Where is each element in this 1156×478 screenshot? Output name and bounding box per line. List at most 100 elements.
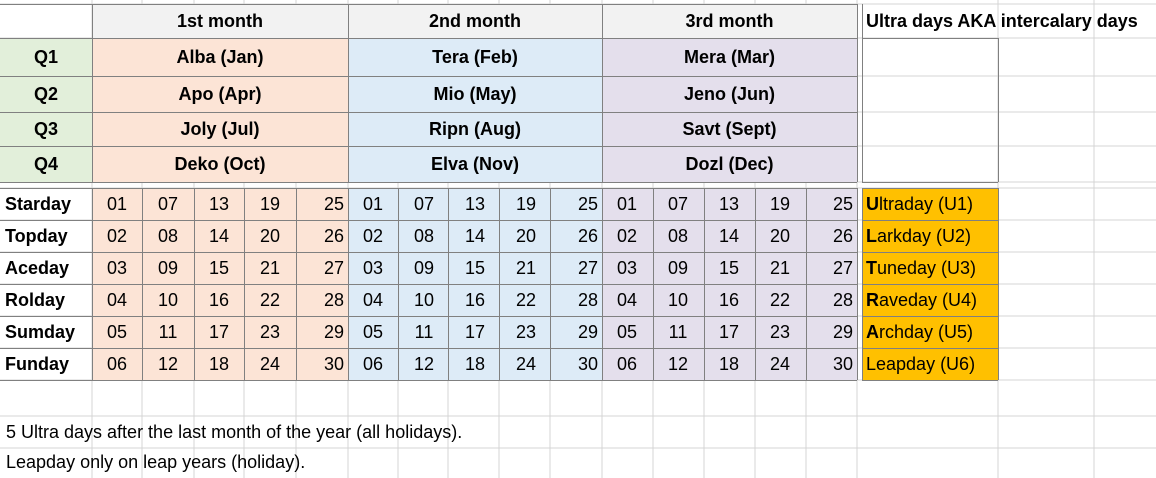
quarter-month1[interactable]: Alba (Jan) (92, 38, 348, 76)
day-cell[interactable]: 20 (244, 220, 296, 252)
day-cell[interactable]: 04 (602, 284, 652, 316)
day-cell[interactable]: 26 (296, 220, 348, 252)
day-cell[interactable]: 22 (754, 284, 806, 316)
note-line-2[interactable]: Leapday only on leap years (holiday). (6, 452, 306, 472)
day-cell[interactable]: 29 (296, 316, 348, 348)
day-cell[interactable]: 25 (806, 188, 857, 220)
weekday-label[interactable]: Topday (5, 225, 68, 246)
day-cell[interactable]: 20 (754, 220, 806, 252)
day-cell[interactable]: 07 (652, 188, 704, 220)
quarter-month3[interactable]: Jeno (Jun) (602, 76, 857, 112)
day-cell[interactable]: 03 (348, 252, 398, 284)
day-cell[interactable]: 15 (704, 252, 754, 284)
day-cell[interactable]: 22 (244, 284, 296, 316)
day-cell[interactable]: 13 (194, 188, 244, 220)
day-cell[interactable]: 29 (552, 316, 602, 348)
day-cell[interactable]: 28 (552, 284, 602, 316)
day-cell[interactable]: 02 (348, 220, 398, 252)
day-cell[interactable]: 01 (348, 188, 398, 220)
day-cell[interactable]: 21 (244, 252, 296, 284)
day-cell[interactable]: 10 (652, 284, 704, 316)
day-cell[interactable]: 24 (754, 348, 806, 380)
quarter-month1[interactable]: Joly (Jul) (92, 112, 348, 146)
weekday-label[interactable]: Starday (5, 193, 72, 214)
day-cell[interactable]: 21 (754, 252, 806, 284)
month1-header[interactable]: 1st month (92, 4, 348, 38)
ultra-day-cell[interactable]: Leapday (U6) (862, 348, 998, 380)
day-cell[interactable]: 07 (398, 188, 450, 220)
quarter-month1[interactable]: Apo (Apr) (92, 76, 348, 112)
ultra-days-header[interactable]: Ultra days AKA intercalary days (866, 10, 1138, 31)
quarter-month3[interactable]: Dozl (Dec) (602, 146, 857, 182)
quarter-month2[interactable]: Elva (Nov) (348, 146, 602, 182)
day-cell[interactable]: 06 (348, 348, 398, 380)
day-cell[interactable]: 21 (500, 252, 552, 284)
day-cell[interactable]: 25 (552, 188, 602, 220)
day-cell[interactable]: 10 (142, 284, 194, 316)
day-cell[interactable]: 01 (602, 188, 652, 220)
day-cell[interactable]: 23 (754, 316, 806, 348)
day-cell[interactable]: 01 (92, 188, 142, 220)
weekday-label[interactable]: Sumday (5, 321, 76, 342)
day-cell[interactable]: 07 (142, 188, 194, 220)
day-cell[interactable]: 14 (450, 220, 500, 252)
quarter-label[interactable]: Q3 (0, 112, 92, 146)
day-cell[interactable]: 26 (552, 220, 602, 252)
day-cell[interactable]: 06 (602, 348, 652, 380)
day-cell[interactable]: 25 (296, 188, 348, 220)
day-cell[interactable]: 24 (500, 348, 552, 380)
note-line-1[interactable]: 5 Ultra days after the last month of the… (6, 422, 463, 442)
quarter-label[interactable]: Q1 (0, 38, 92, 76)
day-cell[interactable]: 10 (398, 284, 450, 316)
day-cell[interactable]: 23 (244, 316, 296, 348)
quarter-label[interactable]: Q4 (0, 146, 92, 182)
day-cell[interactable]: 05 (92, 316, 142, 348)
day-cell[interactable]: 12 (398, 348, 450, 380)
day-cell[interactable]: 14 (194, 220, 244, 252)
day-cell[interactable]: 02 (602, 220, 652, 252)
day-cell[interactable]: 27 (552, 252, 602, 284)
day-cell[interactable]: 28 (296, 284, 348, 316)
month3-header[interactable]: 3rd month (602, 4, 857, 38)
day-cell[interactable]: 24 (244, 348, 296, 380)
day-cell[interactable]: 04 (348, 284, 398, 316)
weekday-label[interactable]: Rolday (5, 289, 66, 310)
day-cell[interactable]: 19 (500, 188, 552, 220)
day-cell[interactable]: 30 (806, 348, 857, 380)
day-cell[interactable]: 11 (398, 316, 450, 348)
day-cell[interactable]: 12 (142, 348, 194, 380)
quarter-month2[interactable]: Ripn (Aug) (348, 112, 602, 146)
day-cell[interactable]: 08 (652, 220, 704, 252)
day-cell[interactable]: 02 (92, 220, 142, 252)
day-cell[interactable]: 15 (450, 252, 500, 284)
day-cell[interactable]: 08 (142, 220, 194, 252)
day-cell[interactable]: 13 (450, 188, 500, 220)
quarter-month3[interactable]: Mera (Mar) (602, 38, 857, 76)
day-cell[interactable]: 26 (806, 220, 857, 252)
day-cell[interactable]: 19 (244, 188, 296, 220)
quarter-month3[interactable]: Savt (Sept) (602, 112, 857, 146)
day-cell[interactable]: 18 (194, 348, 244, 380)
day-cell[interactable]: 17 (450, 316, 500, 348)
day-cell[interactable]: 16 (194, 284, 244, 316)
day-cell[interactable]: 16 (450, 284, 500, 316)
day-cell[interactable]: 18 (704, 348, 754, 380)
day-cell[interactable]: 06 (92, 348, 142, 380)
day-cell[interactable]: 23 (500, 316, 552, 348)
day-cell[interactable]: 09 (142, 252, 194, 284)
day-cell[interactable]: 13 (704, 188, 754, 220)
day-cell[interactable]: 20 (500, 220, 552, 252)
day-cell[interactable]: 17 (704, 316, 754, 348)
quarter-month2[interactable]: Tera (Feb) (348, 38, 602, 76)
month2-header[interactable]: 2nd month (348, 4, 602, 38)
quarter-month1[interactable]: Deko (Oct) (92, 146, 348, 182)
day-cell[interactable]: 09 (652, 252, 704, 284)
day-cell[interactable]: 29 (806, 316, 857, 348)
day-cell[interactable]: 27 (296, 252, 348, 284)
day-cell[interactable]: 22 (500, 284, 552, 316)
day-cell[interactable]: 08 (398, 220, 450, 252)
quarter-month2[interactable]: Mio (May) (348, 76, 602, 112)
